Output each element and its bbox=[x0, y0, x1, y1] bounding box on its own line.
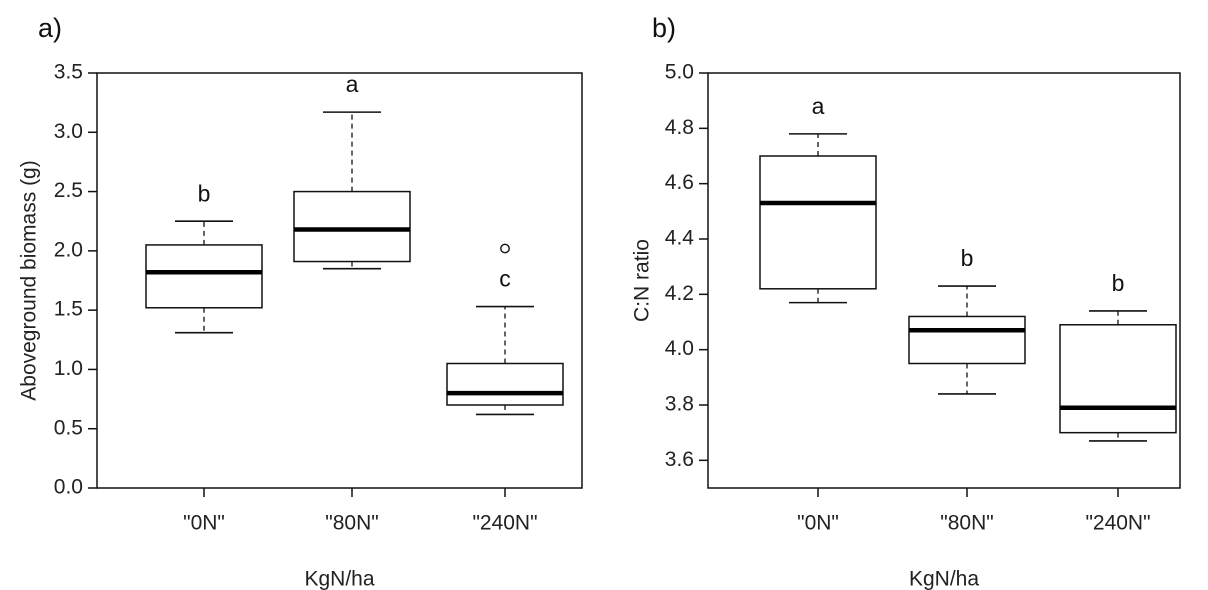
panel-label: b) bbox=[652, 13, 676, 43]
box-iqr bbox=[1059, 324, 1177, 434]
plot-frame bbox=[707, 72, 1181, 489]
significance-letter: b bbox=[1112, 270, 1125, 296]
x-axis-label: KgN/ha bbox=[304, 568, 374, 590]
y-tick-label: 0.5 bbox=[54, 416, 83, 439]
y-axis: 3.6 3.8 4.0 4.2 4.4 4.6 4.8 5.0 bbox=[665, 61, 708, 471]
y-tick-label: 2.0 bbox=[54, 238, 83, 261]
y-tick-label: 4.6 bbox=[665, 171, 694, 194]
x-tick-label: "80N" bbox=[325, 512, 378, 535]
y-tick-label: 4.4 bbox=[665, 227, 695, 250]
y-tick-label: 4.8 bbox=[665, 116, 694, 139]
y-tick-label: 3.8 bbox=[665, 393, 694, 416]
significance-letter: c bbox=[499, 266, 511, 292]
y-tick-label: 3.6 bbox=[665, 448, 694, 471]
chart-panel-2: b) 3.6 3.8 4.0 4.2 4.4 4.6 4.8 5.0 "0N" "80N" "240N… bbox=[631, 13, 1181, 590]
box-plot-3: c bbox=[446, 243, 564, 416]
x-axis: "0N" "80N" "240N" bbox=[183, 488, 538, 535]
y-tick-label: 4.0 bbox=[665, 337, 694, 360]
box-iqr bbox=[145, 244, 263, 309]
outlier-point bbox=[500, 243, 510, 254]
significance-letter: b bbox=[961, 245, 974, 271]
significance-letter: b bbox=[198, 180, 211, 206]
box-iqr bbox=[759, 155, 877, 290]
box-iqr bbox=[293, 190, 411, 263]
x-axis: "0N" "80N" "240N" bbox=[797, 488, 1151, 535]
significance-letter: a bbox=[346, 71, 359, 97]
box-iqr bbox=[908, 315, 1026, 365]
box-plot-1: b bbox=[145, 180, 263, 334]
y-tick-label: 1.0 bbox=[54, 357, 83, 380]
y-tick-label: 0.0 bbox=[54, 476, 83, 499]
y-tick-label: 5.0 bbox=[665, 61, 694, 84]
y-tick-label: 4.2 bbox=[665, 282, 694, 305]
x-tick-label: "0N" bbox=[797, 512, 839, 535]
x-tick-label: "240N" bbox=[472, 512, 537, 535]
x-tick-label: "80N" bbox=[940, 512, 993, 535]
y-tick-label: 1.5 bbox=[54, 298, 83, 321]
y-axis: 0.0 0.5 1.0 1.5 2.0 2.5 3.0 3.5 bbox=[54, 61, 97, 499]
panel-label: a) bbox=[38, 13, 62, 43]
y-tick-label: 2.5 bbox=[54, 179, 83, 202]
y-tick-label: 3.5 bbox=[54, 61, 83, 84]
box-iqr bbox=[446, 362, 564, 406]
plot-frame bbox=[96, 72, 583, 489]
box-plot-1: a bbox=[759, 93, 877, 304]
x-tick-label: "240N" bbox=[1085, 512, 1150, 535]
y-axis-label: C:N ratio bbox=[631, 239, 654, 322]
box-plot-3: b bbox=[1059, 270, 1177, 442]
y-axis-label: Aboveground biomass (g) bbox=[18, 160, 41, 400]
x-axis-label: KgN/ha bbox=[909, 568, 979, 590]
box-plot-2: a bbox=[293, 71, 411, 270]
y-tick-label: 3.0 bbox=[54, 120, 83, 143]
significance-letter: a bbox=[812, 93, 825, 119]
x-tick-label: "0N" bbox=[183, 512, 225, 535]
chart-panel-1: a) 0.0 0.5 1.0 1.5 2.0 2.5 3.0 3.5 "0N" "80N" "240N… bbox=[18, 13, 583, 590]
box-plot-2: b bbox=[908, 245, 1026, 395]
